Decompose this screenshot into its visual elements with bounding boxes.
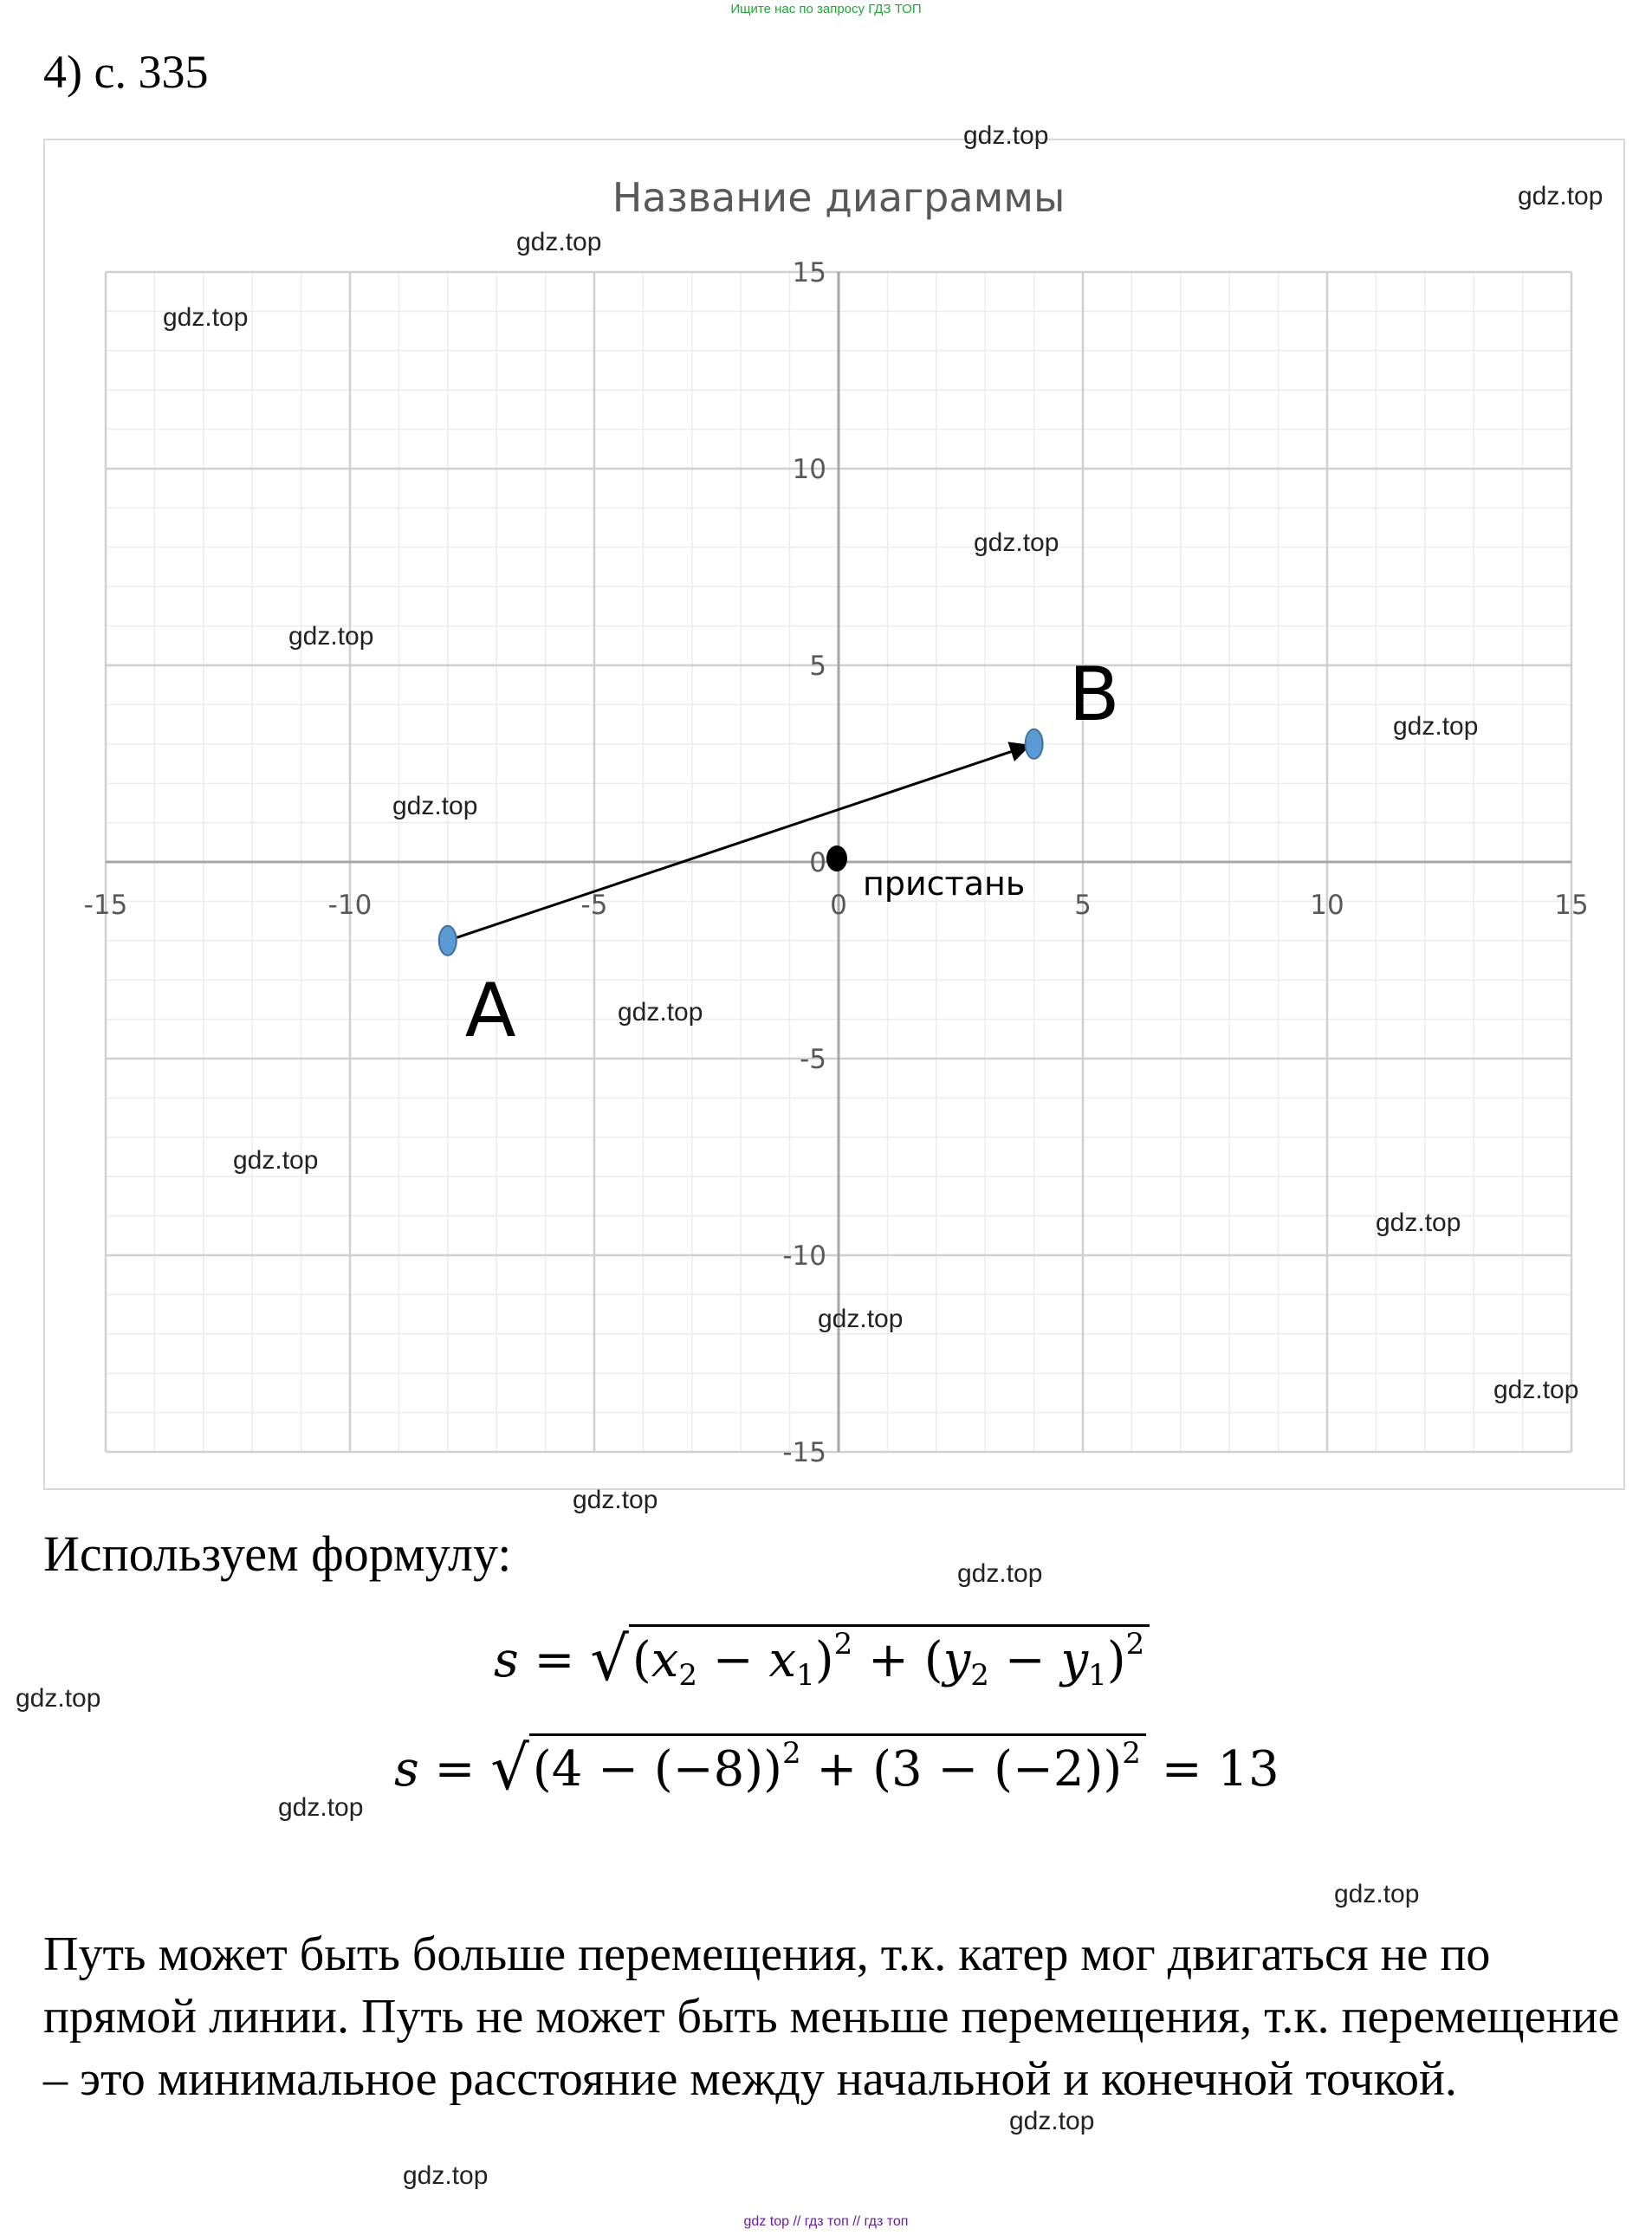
point-a [437, 924, 457, 956]
displacement-arrow [447, 742, 1031, 943]
point-pier [826, 845, 847, 871]
sqrt-icon: √ [590, 1623, 629, 1694]
watermark: gdz.top [963, 121, 1049, 150]
formula-s: s [394, 1741, 419, 1798]
radicand: (4 − (−8))2 + (3 − (−2))2 [528, 1733, 1146, 1797]
watermark: gdz.top [403, 2161, 489, 2190]
watermark: gdz.top [957, 1559, 1043, 1588]
distance-calculation: s = √(4 − (−8))2 + (3 − (−2))2 = 13 [394, 1733, 1279, 1804]
formula-s: s [494, 1632, 519, 1688]
watermark: gdz.top [1334, 1880, 1420, 1908]
y-tick-label: -15 [782, 1437, 826, 1468]
watermark: gdz.top [278, 1793, 364, 1822]
x-tick-label: 0 [830, 890, 847, 921]
x-tick-label: 10 [1310, 890, 1344, 921]
lead-text: Используем формулу: [43, 1526, 512, 1582]
y-tick-label: 15 [793, 257, 826, 288]
watermark: gdz.top [288, 622, 374, 651]
x-tick-label: -15 [84, 890, 128, 921]
watermark: gdz.top [1393, 712, 1479, 741]
y-tick-label: 10 [793, 454, 826, 485]
calc-result: = 13 [1145, 1741, 1279, 1798]
watermark: gdz.top [974, 528, 1059, 557]
watermark: gdz.top [1376, 1208, 1461, 1237]
watermark: gdz.top [16, 1684, 101, 1713]
point-b [1024, 728, 1044, 760]
chart-title: Название диаграммы [612, 174, 1066, 221]
radicand: (x2 − x1)2 + (y2 − y1)2 [628, 1624, 1150, 1692]
x-tick-label: 15 [1554, 890, 1588, 921]
point-label: B [1069, 651, 1120, 738]
footer-links: gdz top // гдз топ // гдз топ [743, 2214, 909, 2229]
point-label: пристань [863, 865, 1025, 903]
y-tick-label: 0 [809, 847, 826, 878]
watermark: gdz.top [1493, 1376, 1579, 1404]
watermark: gdz.top [1009, 2107, 1095, 2135]
watermark: gdz.top [516, 228, 602, 256]
conclusion-paragraph: Путь может быть больше перемещения, т.к.… [43, 1927, 1620, 2106]
y-tick-label: 5 [809, 651, 826, 682]
watermark: gdz.top [163, 303, 249, 332]
y-tick-label: -10 [782, 1241, 826, 1272]
watermark: gdz.top [818, 1305, 904, 1333]
y-tick-label: -5 [800, 1044, 826, 1075]
x-tick-label: 5 [1074, 890, 1092, 921]
distance-formula: s = √(x2 − x1)2 + (y2 − y1)2 [494, 1620, 1150, 1694]
x-tick-label: -10 [328, 890, 373, 921]
watermark: gdz.top [1518, 182, 1603, 211]
top-banner: Ищите нас по запросу ГДЗ ТОП [730, 2, 922, 16]
watermark: gdz.top [233, 1146, 319, 1175]
watermark: gdz.top [618, 998, 703, 1027]
task-heading: 4) с. 335 [43, 46, 209, 98]
point-label: A [465, 968, 516, 1054]
sqrt-icon: √ [490, 1733, 529, 1804]
watermark: gdz.top [573, 1486, 658, 1514]
watermark: gdz.top [392, 792, 478, 820]
